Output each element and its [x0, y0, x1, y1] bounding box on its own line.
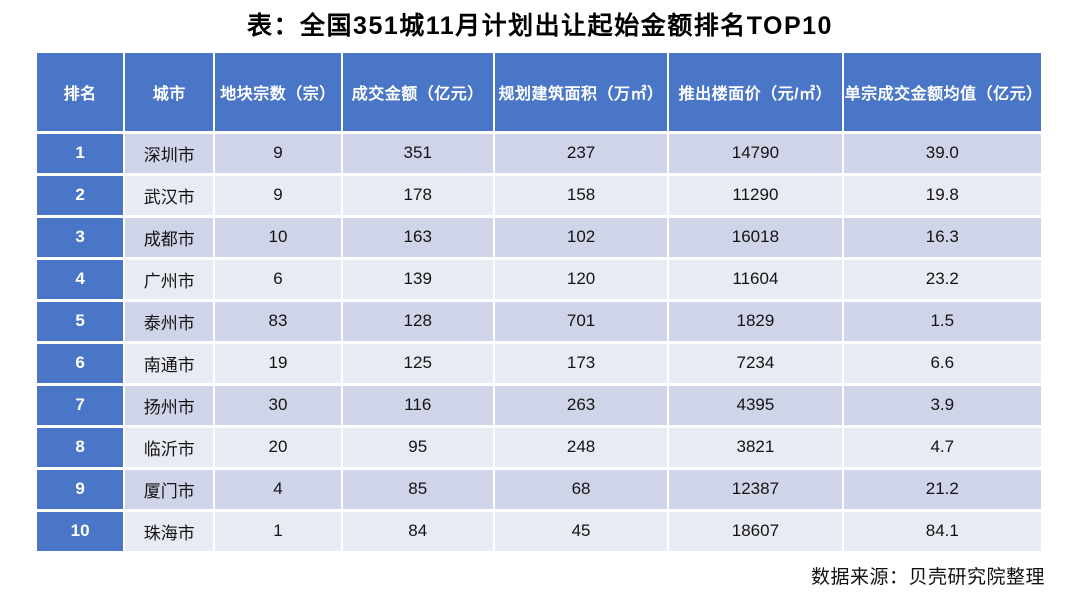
table-row: 2 武汉市 9 178 158 11290 19.8: [37, 175, 1041, 215]
table-cell: 1.5: [843, 301, 1041, 341]
table-header: 排名 城市 地块宗数（宗） 成交金额（亿元） 规划建筑面积（万㎡） 推出楼面价（元/㎡）单…: [37, 52, 1042, 131]
table-cell: 163: [342, 217, 493, 257]
table-cell: 10: [215, 217, 341, 257]
table-cell: 263: [494, 385, 668, 425]
rank-cell: 7: [37, 385, 124, 425]
table-cell: 6: [215, 259, 341, 299]
table-cell: 23.2: [843, 259, 1041, 299]
table-cell: 237: [494, 133, 668, 173]
page-title: 表：全国351城11月计划出让起始金额排名TOP10: [247, 12, 833, 40]
table-cell: 武汉市: [125, 175, 214, 215]
table-cell: 125: [342, 343, 493, 383]
table-cell: 14790: [669, 133, 842, 173]
table-cell: 19: [215, 343, 341, 383]
column-header: 城市: [125, 52, 214, 131]
table-cell: 11604: [669, 259, 842, 299]
table-cell: 39.0: [843, 133, 1041, 173]
table-cell: 4: [215, 469, 341, 509]
column-header: 成交金额（亿元）: [342, 52, 493, 131]
table-row: 10 珠海市 1 84 45 18607 84.1: [37, 511, 1041, 551]
table-cell: 珠海市: [125, 511, 214, 551]
table-cell: 6.6: [843, 343, 1041, 383]
table-cell: 248: [494, 427, 668, 467]
rank-cell: 1: [37, 133, 124, 173]
table-cell: 45: [494, 511, 668, 551]
table-cell: 85: [342, 469, 493, 509]
table-cell: 701: [494, 301, 668, 341]
table-cell: 4.7: [843, 427, 1041, 467]
table-row: 8 临沂市 20 95 248 3821 4.7: [37, 427, 1041, 467]
table-cell: 20: [215, 427, 341, 467]
table-cell: 21.2: [843, 469, 1041, 509]
table-cell: 泰州市: [125, 301, 214, 341]
table-cell: 18607: [669, 511, 842, 551]
table-cell: 16.3: [843, 217, 1041, 257]
table-row: 3 成都市 10 163 102 16018 16.3: [37, 217, 1041, 257]
table-cell: 9: [215, 175, 341, 215]
table-cell: 16018: [669, 217, 842, 257]
column-header: 推出楼面价（元/㎡）: [669, 52, 842, 131]
table-cell: 厦门市: [125, 469, 214, 509]
rank-cell: 4: [37, 259, 124, 299]
table-row: 9 厦门市 4 85 68 12387 21.2: [37, 469, 1041, 509]
rank-cell: 3: [37, 217, 124, 257]
column-header: 规划建筑面积（万㎡）: [494, 52, 668, 131]
table-cell: 116: [342, 385, 493, 425]
table-cell: 12387: [669, 469, 842, 509]
table-cell: 30: [215, 385, 341, 425]
table-cell: 深圳市: [125, 133, 214, 173]
table-cell: 19.8: [843, 175, 1041, 215]
rank-cell: 5: [37, 301, 124, 341]
table-cell: 178: [342, 175, 493, 215]
table-row: 6 南通市 19 125 173 7234 6.6: [37, 343, 1041, 383]
table-cell: 9: [215, 133, 341, 173]
column-header: 单宗成交金额均值（亿元）: [843, 52, 1042, 131]
data-source-note: 数据来源：贝壳研究院整理: [810, 566, 1045, 588]
table-cell: 扬州市: [125, 385, 214, 425]
rank-cell: 6: [37, 343, 124, 383]
rank-cell: 10: [37, 511, 124, 551]
table-cell: 83: [215, 301, 341, 341]
table-cell: 351: [342, 133, 493, 173]
table-row: 4 广州市 6 139 120 11604 23.2: [37, 259, 1041, 299]
ranking-table: 排名 城市 地块宗数（宗） 成交金额（亿元） 规划建筑面积（万㎡） 推出楼面价（元/㎡）单…: [35, 50, 1043, 554]
table-cell: 7234: [669, 343, 842, 383]
table-cell: 95: [342, 427, 493, 467]
table-cell: 临沂市: [125, 427, 214, 467]
table-cell: 128: [342, 301, 493, 341]
table-cell: 173: [494, 343, 668, 383]
table-row: 1 深圳市 9 351 237 14790 39.0: [37, 133, 1041, 173]
table-cell: 1: [215, 511, 341, 551]
table-cell: 84: [342, 511, 493, 551]
table-row: 5 泰州市 83 128 701 1829 1.5: [37, 301, 1041, 341]
header-row: 排名 城市 地块宗数（宗） 成交金额（亿元） 规划建筑面积（万㎡） 推出楼面价（元/㎡）单…: [37, 52, 1042, 131]
column-header: 排名: [37, 52, 124, 131]
table-cell: 120: [494, 259, 668, 299]
table-body: 1 深圳市 9 351 237 14790 39.0 2 武汉市 9 178 158 11290 19.8…: [37, 133, 1041, 551]
table-cell: 11290: [669, 175, 842, 215]
table-cell: 68: [494, 469, 668, 509]
rank-cell: 9: [37, 469, 124, 509]
table-cell: 1829: [669, 301, 842, 341]
table-cell: 4395: [669, 385, 842, 425]
table-cell: 84.1: [843, 511, 1041, 551]
table-cell: 3821: [669, 427, 842, 467]
table-cell: 南通市: [125, 343, 214, 383]
rank-cell: 8: [37, 427, 124, 467]
table-cell: 广州市: [125, 259, 214, 299]
table-cell: 3.9: [843, 385, 1041, 425]
table-cell: 139: [342, 259, 493, 299]
table-cell: 158: [494, 175, 668, 215]
column-header: 地块宗数（宗）: [215, 52, 341, 131]
rank-cell: 2: [37, 175, 124, 215]
table-row: 7 扬州市 30 116 263 4395 3.9: [37, 385, 1041, 425]
table-cell: 成都市: [125, 217, 214, 257]
table-cell: 102: [494, 217, 668, 257]
